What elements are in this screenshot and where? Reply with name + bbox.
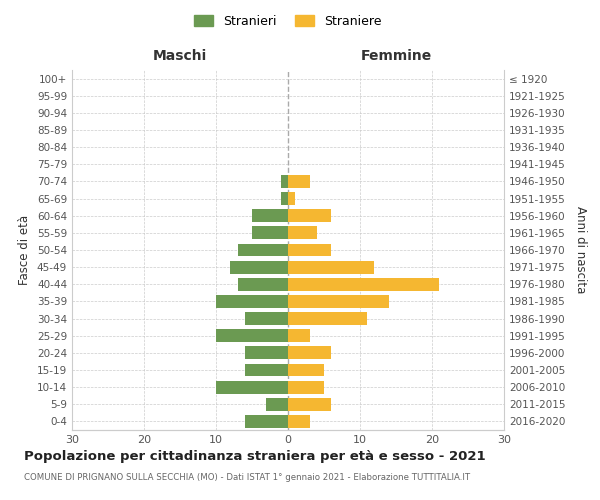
Bar (245, 312, 288, 325)
Text: Maschi: Maschi (153, 48, 207, 62)
Bar (230, 260, 288, 274)
Bar (216, 380, 288, 394)
Bar (288, 312, 367, 325)
Text: Popolazione per cittadinanza straniera per età e sesso - 2021: Popolazione per cittadinanza straniera p… (24, 450, 485, 463)
Bar (245, 346, 288, 360)
Bar (288, 244, 331, 256)
Text: Femmine: Femmine (361, 48, 431, 62)
Bar (288, 398, 331, 410)
Bar (245, 364, 288, 376)
Text: COMUNE DI PRIGNANO SULLA SECCHIA (MO) - Dati ISTAT 1° gennaio 2021 - Elaborazion: COMUNE DI PRIGNANO SULLA SECCHIA (MO) - … (24, 472, 470, 482)
Bar (281, 192, 288, 205)
Bar (266, 398, 288, 410)
Bar (252, 210, 288, 222)
Bar (288, 278, 439, 290)
Bar (288, 192, 295, 205)
Bar (288, 210, 331, 222)
Y-axis label: Anni di nascita: Anni di nascita (574, 206, 587, 294)
Bar (252, 226, 288, 239)
Bar (288, 175, 310, 188)
Bar (238, 278, 288, 290)
Bar (216, 330, 288, 342)
Bar (288, 330, 310, 342)
Bar (245, 415, 288, 428)
Bar (288, 364, 324, 376)
Bar (288, 415, 310, 428)
Bar (216, 295, 288, 308)
Y-axis label: Fasce di età: Fasce di età (19, 215, 31, 285)
Bar (288, 346, 331, 360)
Bar (288, 295, 389, 308)
Legend: Stranieri, Straniere: Stranieri, Straniere (191, 11, 385, 32)
Bar (288, 380, 324, 394)
Bar (281, 175, 288, 188)
Bar (288, 260, 374, 274)
Bar (288, 226, 317, 239)
Bar (238, 244, 288, 256)
